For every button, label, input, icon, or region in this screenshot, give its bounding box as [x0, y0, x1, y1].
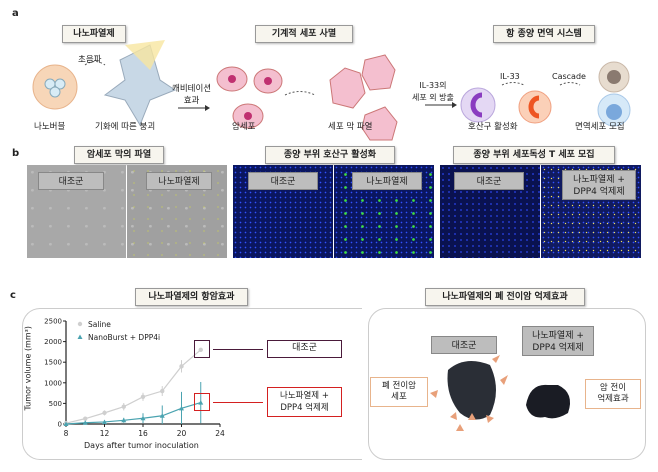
- data-point: [63, 421, 69, 426]
- series-line-0: [65, 349, 202, 424]
- caption-ultrasound: 초음파: [78, 55, 102, 65]
- label-control-3: 대조군: [454, 172, 524, 190]
- metastasis-arrow-markers: [430, 355, 508, 431]
- label-control-1: 대조군: [38, 172, 104, 190]
- y-tick-label: 0: [58, 421, 62, 429]
- panel-c-right: [368, 308, 646, 460]
- x-tick-label: 20: [177, 429, 187, 438]
- caption-nanobubble: 나노버블: [34, 122, 66, 132]
- label-nanoburst-2: 나노파열제: [352, 172, 422, 190]
- treat-highlight-box: [194, 393, 210, 411]
- treat-arrow: [213, 402, 263, 403]
- label-nanoburst-1: 나노파열제: [146, 172, 212, 190]
- title-tcell: 종양 부위 세포독성 T 세포 모집: [453, 146, 615, 164]
- eosinophil-icon: [460, 87, 496, 123]
- y-tick-label: 1500: [44, 359, 62, 367]
- data-point: [140, 394, 146, 400]
- lung-images: [430, 355, 571, 431]
- title-membrane: 암세포 막의 파열: [74, 146, 164, 164]
- x-axis-label: Days after tumor inoculation: [84, 441, 199, 450]
- mechanism-illustration: [32, 40, 631, 141]
- caption-membrane-rupture: 세포 막 파열: [328, 122, 373, 132]
- x-tick-label: 8: [64, 429, 69, 438]
- control-arrow: [213, 349, 263, 350]
- lung-treat-image: [526, 384, 571, 419]
- tumor-volume-chart: 8 12 16 20 24 0 500 1000 1500 2000 2500: [44, 318, 225, 439]
- title-mechanical-death: 기계적 세포 사멸: [255, 25, 353, 43]
- data-point: [198, 347, 203, 353]
- title-eosinophil: 종양 부위 호산구 활성화: [265, 146, 395, 164]
- caption-cancer-cell: 암세포: [232, 122, 256, 132]
- callout-treat: 나노파열제 + DPP4 억제제: [267, 387, 342, 417]
- data-point: [83, 416, 88, 421]
- collapsing-bubble-icon: [103, 44, 177, 127]
- series-line-1: [65, 402, 201, 425]
- data-point: [160, 388, 165, 394]
- data-point: [179, 364, 184, 369]
- data-point: [198, 400, 204, 405]
- data-point: [102, 410, 107, 416]
- suppress-label: 암 전이 억제효과: [585, 379, 641, 409]
- legend-marker: [77, 334, 83, 339]
- lung-label-control: 대조군: [431, 336, 497, 354]
- data-point: [159, 413, 165, 418]
- panel-c-letter: c: [10, 290, 16, 301]
- label-control-2: 대조군: [248, 172, 318, 190]
- data-point: [140, 415, 146, 421]
- x-tick-label: 24: [215, 429, 225, 438]
- caption-recruit: 면역세포 모집: [575, 122, 625, 132]
- title-metastasis: 나노파열제의 폐 전이암 억제효과: [425, 288, 585, 306]
- caption-collapse: 기화에 따른 붕괴: [95, 122, 156, 132]
- caption-eosinophil: 호산구 활성화: [468, 122, 518, 132]
- caption-il33: IL-33: [500, 72, 520, 81]
- lung-control-image: [447, 361, 496, 420]
- legend-nanoburst: NanoBurst + DPP4i: [88, 333, 161, 342]
- title-nanoburst: 나노파열제: [62, 25, 126, 43]
- x-tick-label: 12: [100, 429, 110, 438]
- callout-control: 대조군: [267, 340, 342, 358]
- data-point: [179, 405, 184, 411]
- data-point: [121, 404, 126, 409]
- y-tick-label: 1000: [44, 379, 62, 387]
- metastasis-label: 폐 전이암 세포: [370, 377, 428, 407]
- panel-a-letter: a: [12, 8, 19, 19]
- y-tick-label: 2500: [44, 318, 62, 326]
- legend-marker: [77, 321, 83, 327]
- x-tick-label: 16: [138, 429, 148, 438]
- title-immune-system: 항 종양 면역 시스템: [493, 25, 595, 43]
- caption-cascade: Cascade: [552, 72, 586, 81]
- y-axis-label: Tumor volume (mm³): [23, 326, 33, 411]
- title-anticancer: 나노파열제의 항암효과: [135, 288, 248, 306]
- data-point: [121, 417, 127, 423]
- panel-c-left: [22, 308, 362, 460]
- lung-label-treat: 나노파열제 + DPP4 억제제: [522, 326, 594, 356]
- data-point: [102, 419, 107, 424]
- caption-il33-release: IL-33의 세포 외 방출: [412, 81, 454, 102]
- label-treat-3: 나노파열제 + DPP4 억제제: [562, 170, 636, 200]
- y-tick-label: 500: [49, 400, 62, 408]
- ruptured-cell-icon: [329, 67, 366, 109]
- legend-saline: Saline: [88, 320, 111, 329]
- y-tick-label: 2000: [44, 338, 62, 346]
- panel-b-letter: b: [12, 148, 20, 159]
- activated-eosinophil-icon: [518, 90, 552, 124]
- control-highlight-box: [194, 340, 210, 358]
- micrograph-treat-tcell: [541, 165, 641, 258]
- caption-cavitation: 캐비테이션 효과: [172, 84, 212, 106]
- data-point: [82, 420, 88, 425]
